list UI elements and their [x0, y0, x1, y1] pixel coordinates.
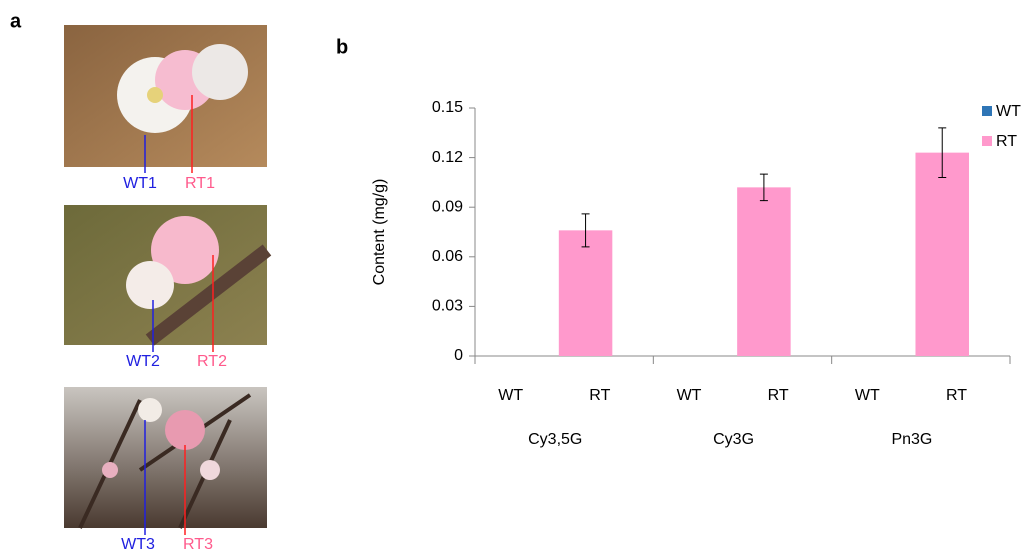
panel-label: a: [10, 10, 22, 32]
bar: [737, 187, 791, 356]
photo-label: RT3: [183, 536, 213, 553]
legend-swatch: [982, 136, 992, 146]
y-tick-label: 0: [454, 347, 463, 364]
photo: [64, 205, 272, 352]
photo-label: WT2: [126, 353, 160, 370]
photo-label: WT1: [123, 175, 157, 192]
bar: [915, 152, 969, 356]
photo: [64, 25, 267, 173]
x-tick-label: RT: [768, 387, 789, 404]
error-bar: [938, 127, 947, 178]
x-group-label: Cy3,5G: [528, 431, 582, 448]
bar: [558, 230, 613, 356]
photo-label: RT2: [197, 353, 227, 370]
error-bar: [581, 213, 590, 248]
panel-label: b: [336, 36, 348, 58]
x-tick-label: WT: [855, 387, 880, 404]
photo: [64, 387, 267, 535]
x-tick-label: RT: [946, 387, 967, 404]
legend-swatch: [982, 106, 992, 116]
error-bar: [759, 173, 768, 202]
photo-label: RT1: [185, 175, 215, 192]
x-group-label: Cy3G: [713, 431, 754, 448]
y-tick-label: 0.03: [432, 298, 463, 315]
y-axis-label: Content (mg/g): [371, 179, 388, 286]
x-tick-label: WT: [498, 387, 523, 404]
x-tick-label: WT: [677, 387, 702, 404]
y-tick-label: 0.06: [432, 248, 463, 265]
chart: 0 0.03 0.06 0.09 0.12 0.15 Cy3,5G WT RT Cy3G WT RT P…: [432, 99, 1021, 448]
y-tick-label: 0.15: [432, 99, 463, 116]
legend-label: RT: [996, 133, 1017, 150]
photo-label: WT3: [121, 536, 155, 553]
legend-label: WT: [996, 103, 1021, 120]
y-tick-label: 0.09: [432, 198, 463, 215]
x-group-label: Pn3G: [891, 431, 932, 448]
x-tick-label: RT: [589, 387, 610, 404]
y-tick-label: 0.12: [432, 149, 463, 166]
